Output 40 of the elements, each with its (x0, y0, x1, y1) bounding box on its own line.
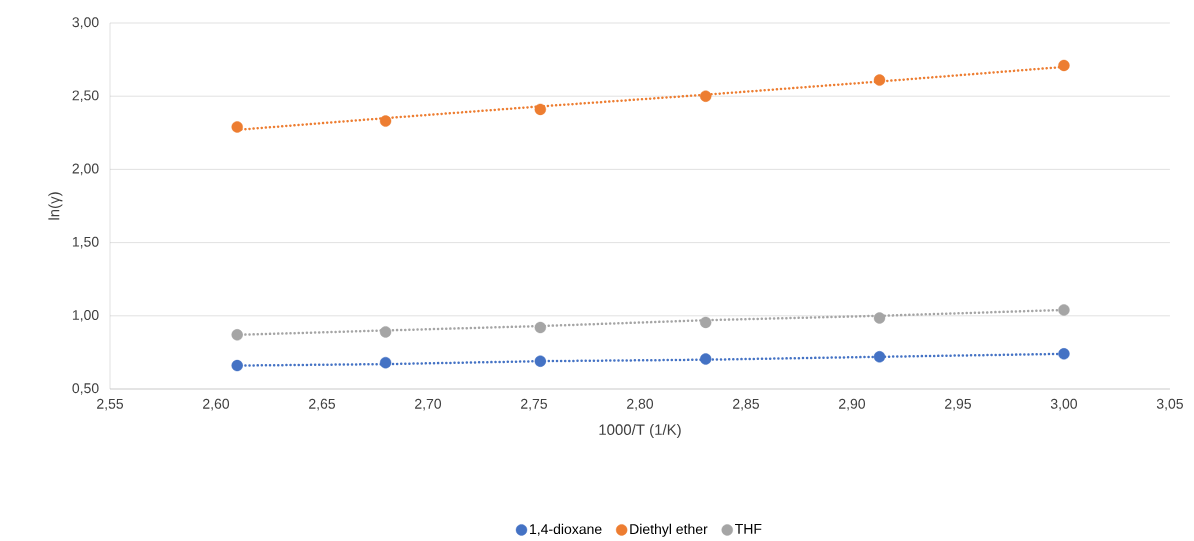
x-tick-label: 2,95 (945, 398, 971, 411)
x-tick-label: 2,90 (839, 398, 866, 411)
x-tick-label: 2,60 (203, 398, 230, 411)
point (231, 121, 243, 133)
y-tick-label: 1,50 (72, 236, 99, 249)
point (873, 74, 886, 86)
x-tick-label: 2,55 (97, 398, 124, 411)
x-tick-label: 3,05 (1156, 398, 1183, 411)
legend-label: THF (735, 524, 762, 534)
x-axis-title: 1000/T (1/K) (599, 423, 681, 438)
point (231, 359, 243, 372)
point (534, 103, 547, 116)
x-tick-label: 2,65 (309, 398, 336, 411)
y-tick-label: 3,00 (72, 17, 99, 29)
point (699, 90, 712, 102)
x-tick-label: 2,75 (521, 398, 548, 411)
x-tick-label: 3,00 (1050, 398, 1078, 411)
point (873, 312, 886, 324)
y-tick-label: 0,50 (72, 383, 99, 395)
point (231, 329, 243, 341)
x-tick-label: 2,70 (415, 398, 442, 411)
y-tick-label: 1,00 (72, 310, 99, 322)
point (1058, 59, 1070, 72)
legend-label: Diethyl ether (630, 523, 708, 537)
x-tick-label: 2,80 (627, 398, 654, 411)
x-tick-label: 2,85 (733, 398, 760, 411)
point (534, 321, 547, 334)
point (699, 353, 712, 365)
point (1058, 304, 1070, 316)
point (873, 351, 886, 363)
point (534, 355, 547, 367)
point (379, 326, 392, 338)
point (379, 356, 392, 369)
point (699, 316, 712, 329)
y-axis-title: ln(γ) (48, 192, 63, 220)
y-tick-label: 2,50 (72, 90, 99, 102)
y-tick-label: 2,00 (72, 163, 99, 176)
legend-label: 1,4-dioxane (530, 523, 602, 536)
point (379, 115, 392, 127)
point (1058, 348, 1070, 360)
